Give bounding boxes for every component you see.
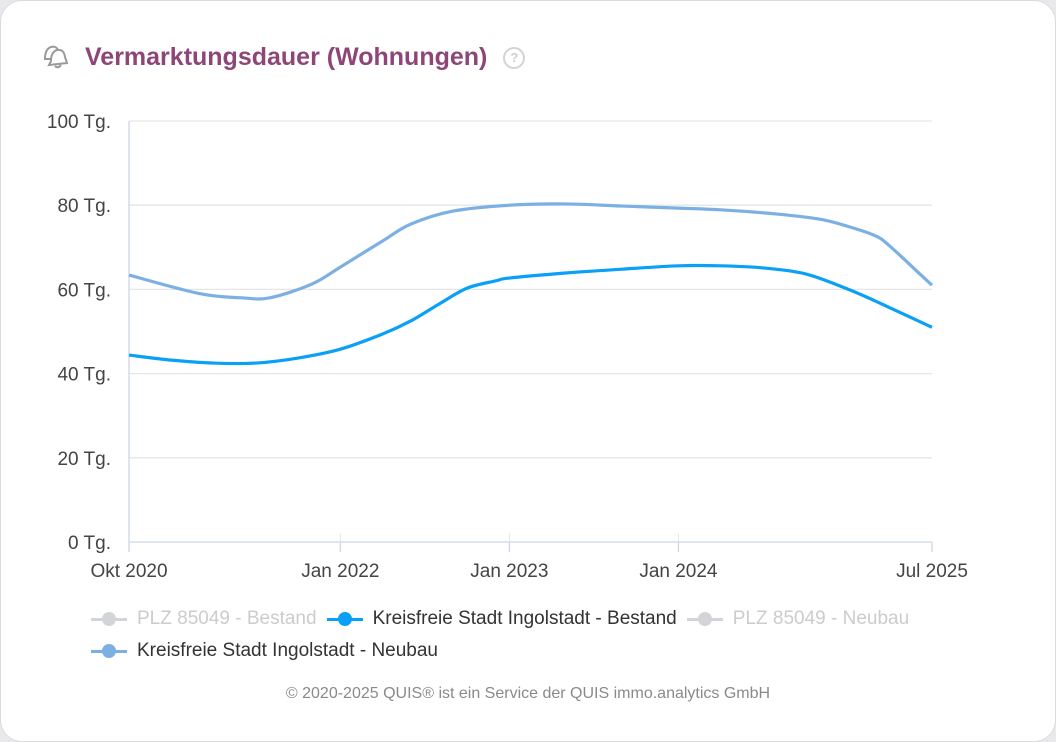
chart-legend: PLZ 85049 - Bestand Kreisfreie Stadt Ingo…	[91, 605, 991, 669]
y-tick-label: 20 Tg.	[57, 449, 111, 470]
y-tick-label: 60 Tg.	[57, 280, 111, 301]
legend-label: PLZ 85049 - Neubau	[732, 608, 910, 629]
y-tick-label: 0 Tg.	[68, 533, 111, 554]
x-tick-label: Okt 2020	[90, 561, 167, 582]
question-circle-icon[interactable]: ?	[503, 46, 526, 69]
x-tick-label: Jan 2024	[639, 561, 718, 582]
y-tick-label: 100 Tg.	[47, 112, 111, 133]
legend-marker-icon	[91, 612, 127, 626]
line-chart: 0 Tg. 20 Tg. 40 Tg. 60 Tg. 80 Tg. 100 Tg. Okt …	[47, 112, 968, 582]
x-tick-label: Jan 2022	[301, 561, 379, 582]
legend-marker-icon	[686, 612, 723, 626]
legend-item[interactable]: PLZ 85049 - Bestand	[91, 605, 317, 633]
y-tick-label: 80 Tg.	[57, 196, 111, 217]
x-tick-label: Jan 2023	[470, 561, 548, 582]
series-line-1	[128, 263, 933, 366]
bell-icon[interactable]	[37, 39, 73, 76]
copyright-footer: © 2020-2025 QUIS® ist ein Service der QU…	[285, 685, 771, 702]
legend-label: PLZ 85049 - Bestand	[137, 608, 317, 629]
y-tick-label: 40 Tg.	[57, 365, 111, 386]
legend-item[interactable]: PLZ 85049 - Neubau	[686, 605, 910, 633]
legend-item[interactable]: Kreisfreie Stadt Ingolstadt - Neubau	[91, 637, 438, 665]
legend-label: Kreisfreie Stadt Ingolstadt - Neubau	[137, 640, 439, 661]
chart-title: Vermarktungsdauer (Wohnungen)	[85, 43, 488, 71]
x-tick-label: Jul 2025	[896, 561, 968, 582]
legend-marker-icon	[326, 612, 363, 626]
series-line-3	[128, 202, 934, 301]
legend-label: Kreisfreie Stadt Ingolstadt - Bestand	[372, 608, 677, 629]
legend-marker-icon	[91, 644, 127, 658]
legend-item[interactable]: Kreisfreie Stadt Ingolstadt - Bestand	[326, 605, 677, 633]
card-header: Vermarktungsdauer (Wohnungen) ?	[37, 39, 526, 76]
